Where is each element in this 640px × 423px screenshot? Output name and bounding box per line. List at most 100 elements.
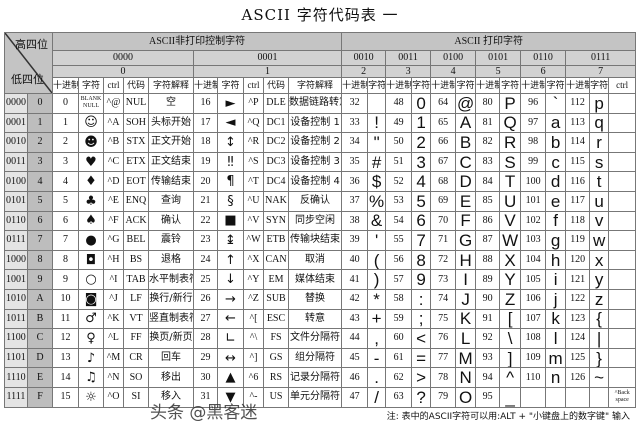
control-char: ◄ [217, 112, 244, 134]
control-decimal: 27 [193, 308, 218, 330]
printable-decimal: 94 [475, 367, 501, 388]
printable-char: b [545, 132, 567, 153]
control-code: SOH [123, 112, 149, 134]
row-hex: 3 [27, 151, 53, 173]
ctrl-key [608, 132, 637, 153]
control-char: ☺ [78, 112, 104, 134]
printable-decimal: 109 [520, 347, 547, 369]
printable-decimal: 59 [385, 308, 413, 330]
control-code: STX [123, 132, 149, 153]
low-nibble-label: 低四位 [11, 73, 44, 86]
printable-char: z [589, 288, 610, 310]
printable-decimal: 41 [341, 269, 369, 290]
footnote: 注: 表中的ASCII字符可以用:ALT + "小键盘上的数字键" 输入 [386, 412, 630, 422]
printable-char: 1 [411, 112, 432, 134]
control-description: 头标开始 [148, 112, 194, 134]
control-description: 移出 [148, 367, 194, 388]
control-ctrl: ^U [243, 190, 264, 212]
printable-decimal: 125 [565, 347, 591, 369]
printable-decimal: 106 [520, 288, 547, 310]
printable-decimal: 108 [520, 328, 547, 349]
control-description: 反确认 [287, 190, 343, 212]
printable-char: 5 [411, 190, 432, 212]
row-binary: 1111 [4, 386, 28, 408]
control-ctrl: ^[ [243, 308, 264, 330]
control-description: 文件分隔符 [287, 328, 343, 349]
printable-char: | [589, 328, 610, 349]
printable-char: / [367, 386, 387, 408]
printable-char: Y [499, 269, 522, 290]
control-decimal: 18 [193, 132, 218, 153]
row-binary: 0101 [4, 190, 28, 212]
control-decimal: 9 [52, 269, 79, 290]
row-hex: 7 [27, 230, 53, 251]
column-header-code: 代码 [263, 77, 289, 94]
control-ctrl: ^N [103, 367, 124, 388]
row-binary: 0100 [4, 171, 28, 192]
control-char: ♦ [78, 171, 104, 192]
printable-decimal: 72 [430, 249, 457, 271]
printable-decimal: 107 [520, 308, 547, 330]
printable-decimal: 113 [565, 112, 591, 134]
page-title: ASCII 字符代码表 一 [241, 6, 399, 24]
printable-decimal: 104 [520, 249, 547, 271]
printable-decimal: 84 [475, 171, 501, 192]
control-decimal: 1 [52, 112, 79, 134]
printable-decimal: 57 [385, 269, 413, 290]
ctrl-key [608, 249, 637, 271]
group-hex: 2 [341, 65, 387, 78]
printable-char: g [545, 230, 567, 251]
control-char: ¶ [217, 171, 244, 192]
control-char: ○ [78, 269, 104, 290]
control-description: 同步空闲 [287, 210, 343, 232]
printable-decimal: 56 [385, 249, 413, 271]
printable-char: 6 [411, 210, 432, 232]
control-ctrl: ^D [103, 171, 124, 192]
table-row: 1011B11♂^KVT竖直制表符27←^[ESC转意43+59;75K91[1… [4, 308, 637, 330]
table-row: 1101 D 13 ♪ ^M CR 回车 29 ↔ ^] GS 组分隔符 45-61 = 77 M 93] 109… [4, 347, 637, 369]
diagonal-line [5, 33, 52, 93]
printable-decimal: 67 [430, 151, 457, 173]
printable-decimal: 49 [385, 112, 413, 134]
row-binary: 0110 [4, 210, 28, 232]
column-header-dec: 十进制 [475, 77, 501, 94]
watermark: 头条 @黑客迷 [150, 403, 258, 423]
control-char: ↓ [217, 269, 244, 290]
control-ctrl: ^@ [103, 93, 124, 114]
row-binary: 1000 [4, 249, 28, 271]
control-char: ● [78, 230, 104, 251]
control-decimal: 22 [193, 210, 218, 232]
control-decimal: 19 [193, 151, 218, 173]
control-decimal: 5 [52, 190, 79, 212]
control-code: NUL [123, 93, 149, 114]
control-code: RS [263, 367, 289, 388]
printable-char: T [499, 171, 522, 192]
printable-char: s [589, 151, 610, 173]
control-decimal: 0 [52, 93, 79, 114]
row-binary: 1010 [4, 288, 28, 310]
control-ctrl: ^- [243, 386, 264, 408]
printable-decimal: 121 [565, 269, 591, 290]
column-header-char: 字符 [589, 77, 610, 94]
control-code: ETX [123, 151, 149, 173]
printable-decimal: 52 [385, 171, 413, 192]
group-binary: 0101 [475, 50, 522, 66]
printable-decimal [520, 386, 547, 408]
row-hex: F [27, 386, 53, 408]
control-decimal: 25 [193, 269, 218, 290]
control-char: ◙ [78, 288, 104, 310]
group-binary: 0111 [565, 50, 637, 66]
control-ctrl: ^6 [243, 367, 264, 388]
ascii-table: 高四位 低四位 ASCII非打印控制字符 ASCII 打印字符 0000 0001… [4, 32, 637, 408]
printable-decimal: 44 [341, 328, 369, 349]
printable-char: & [367, 210, 387, 232]
printable-decimal: 64 [430, 93, 457, 114]
control-decimal: 12 [52, 328, 79, 349]
printable-char: A [455, 112, 477, 134]
control-char: ↨ [217, 230, 244, 251]
control-decimal: 13 [52, 347, 79, 369]
printable-decimal: 58 [385, 288, 413, 310]
control-char: ■ [217, 210, 244, 232]
control-description: 设备控制 1 [287, 112, 343, 134]
control-char: § [217, 190, 244, 212]
